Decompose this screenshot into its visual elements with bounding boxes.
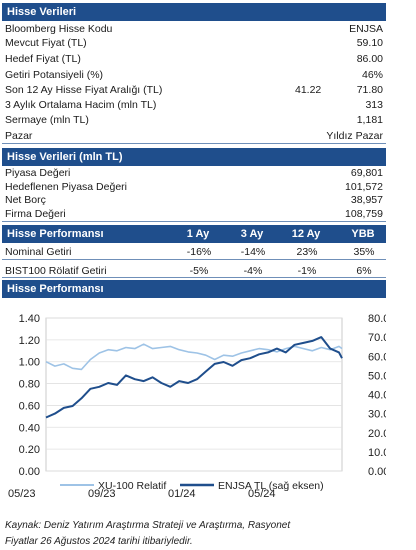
row-value: 69,801 (350, 167, 383, 179)
y-right-tick-label: 20.00 (368, 428, 386, 440)
y-left-tick-label: 0.80 (19, 379, 40, 391)
row-value: 108,759 (345, 208, 383, 220)
y-right-tick-label: 0.00 (368, 466, 386, 478)
performance-col-3m: 3 Ay (240, 228, 264, 240)
y-right-tick-label: 40.00 (368, 390, 386, 402)
performance-header-title: Hisse Performansı (7, 228, 104, 240)
row-value: 46% (361, 69, 383, 81)
stock-data-row: Getiri Potansiyeli (%) 46% (5, 68, 383, 82)
y-right-tick-label: 50.00 (368, 370, 386, 382)
row-label: Firma Değeri (5, 208, 66, 220)
y-left-tick-label: 0.40 (19, 422, 40, 434)
performance-value: -4% (243, 265, 263, 277)
row-label: Net Borç (5, 194, 46, 206)
y-right-tick-label: 70.00 (368, 332, 386, 344)
stock-data-row: Sermaye (mln TL) 1,181 (5, 113, 383, 127)
performance-value: -1% (297, 265, 317, 277)
performance-value: 23% (296, 246, 318, 258)
row-label: Pazar (5, 130, 33, 142)
row-label: Hedef Fiyat (TL) (5, 53, 81, 65)
source-line-2: Fiyatlar 26 Ağustos 2024 tarihi itibariy… (5, 536, 193, 547)
performance-col-12m: 12 Ay (291, 228, 321, 240)
y-left-tick-label: 0.60 (19, 400, 40, 412)
x-tick-label: 09/23 (88, 488, 116, 500)
row-value: ENJSA (349, 23, 383, 35)
legend-label: XU-100 Relatif (98, 480, 166, 492)
valuation-row: Piyasa Değeri 69,801 (5, 166, 383, 180)
performance-chart: 0.00 0.20 0.40 0.60 0.80 1.00 1.20 1.40 0.00 10.0… (2, 298, 396, 510)
row-label: Hedeflenen Piyasa Değeri (5, 181, 127, 193)
divider (2, 277, 386, 278)
stock-data-row: 3 Aylık Ortalama Hacim (mln TL) 313 (5, 98, 383, 112)
performance-value: 6% (356, 265, 372, 277)
y-right-tick-label: 80.00 (368, 313, 386, 325)
y-right-tick-label: 10.00 (368, 447, 386, 459)
row-value: 101,572 (345, 181, 383, 193)
row-label: Getiri Potansiyeli (%) (5, 69, 104, 81)
performance-col-ytd: YBB (351, 228, 375, 240)
divider (2, 143, 386, 144)
performance-row: BIST100 Rölatif Getiri -5% -4% -1% 6% (5, 264, 383, 278)
y-right-tick-label: 30.00 (368, 409, 386, 421)
stock-data-row: Hedef Fiyat (TL) 86.00 (5, 52, 383, 66)
row-label: Nominal Getiri (5, 246, 72, 258)
performance-col-1m: 1 Ay (186, 228, 210, 240)
stock-data-row: Bloomberg Hisse Kodu ENJSA (5, 22, 383, 36)
y-right-tick-label: 60.00 (368, 351, 386, 363)
row-value: 71.80 (356, 84, 383, 96)
performance-value: 35% (353, 246, 375, 258)
divider (2, 259, 386, 260)
x-tick-label: 01/24 (168, 488, 196, 500)
source-line-1: Kaynak: Deniz Yatırım Araştırma Strateji… (5, 520, 291, 531)
valuation-row: Net Borç 38,957 (5, 193, 383, 207)
plot-area (45, 317, 343, 472)
row-label: Bloomberg Hisse Kodu (5, 23, 113, 35)
performance-chart-svg: 0.00 0.20 0.40 0.60 0.80 1.00 1.20 1.40 0.00 10.0… (8, 313, 396, 500)
x-tick-label: 05/23 (8, 488, 36, 500)
y-left-tick-label: 0.20 (19, 444, 40, 456)
row-label: Mevcut Fiyat (TL) (5, 37, 87, 49)
row-value: 313 (365, 99, 383, 111)
row-value: 59.10 (356, 37, 383, 49)
row-label: 3 Aylık Ortalama Hacim (mln TL) (5, 99, 157, 111)
row-label: Piyasa Değeri (5, 167, 71, 179)
series-line-0 (45, 343, 343, 371)
divider (2, 221, 386, 222)
row-label: BIST100 Rölatif Getiri (5, 265, 107, 277)
section-header-stock-data: Hisse Verileri (2, 3, 386, 21)
row-value: Yıldız Pazar (326, 130, 383, 142)
y-left-tick-label: 1.40 (19, 313, 40, 325)
row-value: 1,181 (356, 114, 383, 126)
series-line-1 (45, 336, 343, 419)
stock-data-row: Mevcut Fiyat (TL) 59.10 (5, 36, 383, 50)
y-left-tick-label: 1.20 (19, 335, 40, 347)
performance-value: -5% (189, 265, 209, 277)
valuation-row: Firma Değeri 108,759 (5, 207, 383, 221)
section-header-performance-chart: Hisse Performansı (2, 280, 386, 298)
y-left-tick-label: 1.00 (19, 357, 40, 369)
stock-data-row: Son 12 Ay Hisse Fiyat Aralığı (TL) 41.22 7… (5, 83, 383, 97)
performance-row: Nominal Getiri -16% -14% 23% 35% (5, 245, 383, 259)
section-header-performance: Hisse Performansı 1 Ay 3 Ay 12 Ay YBB (2, 225, 386, 243)
row-label: Son 12 Ay Hisse Fiyat Aralığı (TL) (5, 84, 163, 96)
legend-label: ENJSA TL (sağ eksen) (218, 480, 324, 492)
stock-data-row: Pazar Yıldız Pazar (5, 129, 383, 143)
valuation-row: Hedeflenen Piyasa Değeri 101,572 (5, 180, 383, 194)
x-tick-label: 05/24 (248, 488, 276, 500)
row-range-low: 41.22 (295, 84, 322, 96)
performance-value: -16% (186, 246, 212, 258)
source-note: Kaynak: Deniz Yatırım Araştırma Strateji… (5, 518, 405, 550)
section-header-stock-data-mln: Hisse Verileri (mln TL) (2, 148, 386, 166)
y-left-tick-label: 0.00 (19, 466, 40, 478)
row-label: Sermaye (mln TL) (5, 114, 89, 126)
row-value: 38,957 (350, 194, 383, 206)
performance-value: -14% (240, 246, 266, 258)
row-value: 86.00 (356, 53, 383, 65)
